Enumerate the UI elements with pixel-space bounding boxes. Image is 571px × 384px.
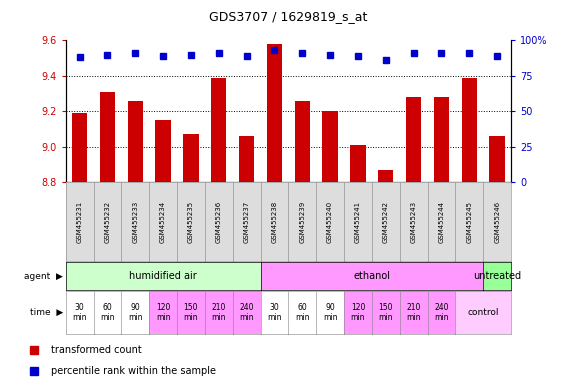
- Bar: [434, 97, 449, 182]
- Text: 240
min: 240 min: [239, 303, 254, 322]
- Bar: [406, 97, 421, 182]
- Text: untreated: untreated: [473, 271, 521, 281]
- Text: GSM455234: GSM455234: [160, 201, 166, 243]
- Text: humidified air: humidified air: [129, 271, 197, 281]
- Text: GSM455232: GSM455232: [104, 201, 110, 243]
- Text: 210
min: 210 min: [211, 303, 226, 322]
- Bar: [295, 101, 310, 182]
- Text: percentile rank within the sample: percentile rank within the sample: [51, 366, 216, 376]
- Bar: [323, 111, 338, 182]
- Bar: [267, 44, 282, 182]
- Text: GSM455243: GSM455243: [411, 201, 417, 243]
- Text: ethanol: ethanol: [353, 271, 391, 281]
- Text: 30
min: 30 min: [267, 303, 282, 322]
- Bar: [239, 136, 254, 182]
- Text: transformed count: transformed count: [51, 345, 142, 355]
- Text: GSM455244: GSM455244: [439, 201, 444, 243]
- Text: time  ▶: time ▶: [30, 308, 63, 317]
- Text: GSM455242: GSM455242: [383, 201, 389, 243]
- Text: GSM455241: GSM455241: [355, 201, 361, 243]
- Text: 60
min: 60 min: [100, 303, 115, 322]
- Bar: [100, 92, 115, 182]
- Text: 150
min: 150 min: [184, 303, 198, 322]
- Bar: [461, 78, 477, 182]
- Text: GSM455237: GSM455237: [244, 200, 250, 243]
- Text: 240
min: 240 min: [434, 303, 449, 322]
- Bar: [183, 134, 199, 182]
- Text: GSM455240: GSM455240: [327, 201, 333, 243]
- Text: 120
min: 120 min: [351, 303, 365, 322]
- Bar: [127, 101, 143, 182]
- Text: 90
min: 90 min: [323, 303, 337, 322]
- Text: 150
min: 150 min: [379, 303, 393, 322]
- Bar: [72, 113, 87, 182]
- Bar: [155, 120, 171, 182]
- Text: GSM455235: GSM455235: [188, 201, 194, 243]
- Text: GSM455233: GSM455233: [132, 200, 138, 243]
- Text: control: control: [468, 308, 499, 317]
- Bar: [378, 170, 393, 182]
- Text: agent  ▶: agent ▶: [24, 271, 63, 281]
- Bar: [489, 136, 505, 182]
- Text: 90
min: 90 min: [128, 303, 143, 322]
- Text: 120
min: 120 min: [156, 303, 170, 322]
- Text: 210
min: 210 min: [407, 303, 421, 322]
- Text: GSM455231: GSM455231: [77, 200, 83, 243]
- Text: GSM455239: GSM455239: [299, 200, 305, 243]
- Text: GDS3707 / 1629819_s_at: GDS3707 / 1629819_s_at: [209, 10, 368, 23]
- Bar: [350, 145, 365, 182]
- Text: GSM455246: GSM455246: [494, 201, 500, 243]
- Text: GSM455238: GSM455238: [271, 200, 278, 243]
- Bar: [211, 78, 227, 182]
- Text: GSM455245: GSM455245: [467, 201, 472, 243]
- Text: 30
min: 30 min: [73, 303, 87, 322]
- Text: 60
min: 60 min: [295, 303, 309, 322]
- Text: GSM455236: GSM455236: [216, 200, 222, 243]
